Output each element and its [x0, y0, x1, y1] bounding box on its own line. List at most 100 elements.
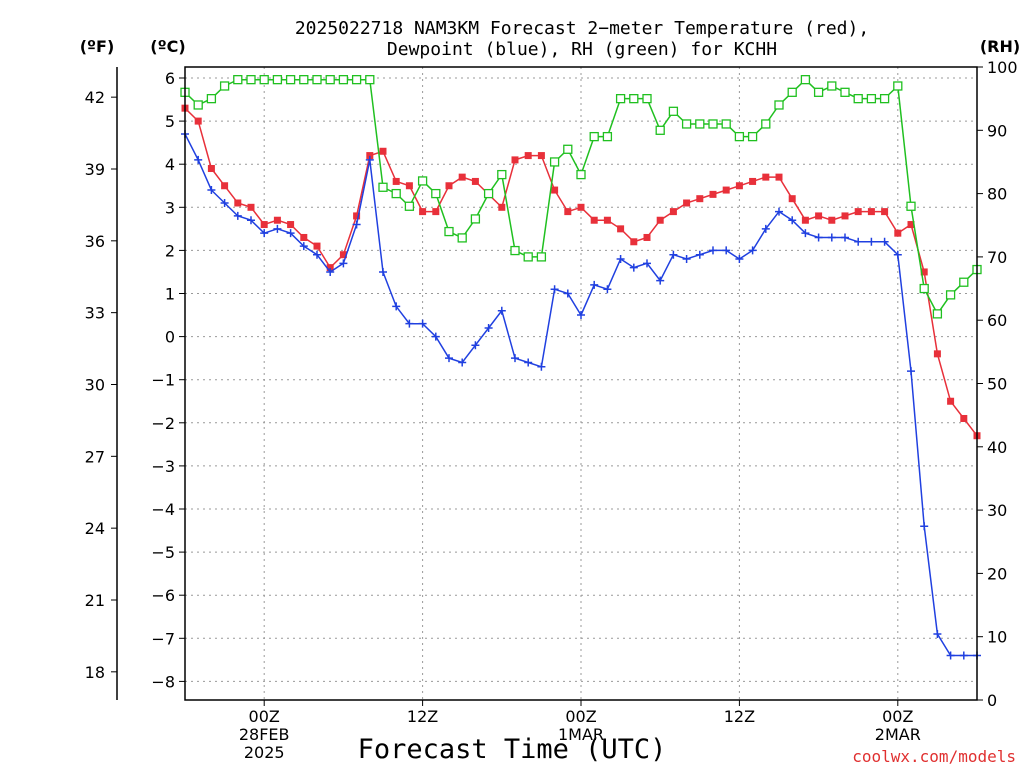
dewpoint-point — [207, 186, 216, 195]
celsius-tick-label: −8 — [151, 672, 175, 691]
temperature-point — [590, 216, 598, 224]
dewpoint-point — [669, 250, 678, 259]
dewpoint-point — [247, 216, 255, 225]
x-tick-label: 2025 — [244, 743, 285, 762]
x-axis-label: Forecast Time (UTC) — [358, 734, 667, 765]
dewpoint-point — [260, 229, 269, 238]
temperature-point — [788, 195, 796, 203]
rh-point — [563, 144, 573, 154]
rh-unit-label: (RH) — [980, 37, 1020, 56]
dewpoint-point — [471, 341, 480, 350]
dewpoint-point — [352, 220, 361, 229]
dewpoint-point — [748, 246, 757, 255]
rh-point — [206, 94, 217, 104]
rh-point — [893, 81, 903, 91]
rh-point — [536, 252, 547, 262]
temperature-point — [881, 208, 889, 216]
temperature-point — [828, 216, 836, 224]
rh-point — [365, 75, 375, 85]
dewpoint-point — [524, 358, 533, 367]
rh-tick-label: 10 — [987, 628, 1007, 647]
dewpoint-point — [550, 285, 559, 294]
temperature-point — [405, 182, 413, 190]
temperature-point — [762, 173, 770, 181]
dewpoint-point — [643, 259, 651, 268]
dewpoint-point — [445, 354, 453, 363]
dewpoint-point — [286, 229, 295, 238]
dewpoint-point — [629, 263, 638, 272]
rh-point — [629, 94, 639, 104]
dewpoint-point — [590, 280, 599, 289]
rh-point — [734, 131, 745, 142]
dewpoint-point — [735, 255, 744, 264]
dewpoint-point — [339, 259, 348, 268]
rh-point — [721, 119, 731, 129]
rh-point — [761, 119, 771, 129]
dewpoint-point — [313, 250, 321, 259]
dewpoint-point — [537, 362, 546, 371]
fahrenheit-tick-label: 30 — [85, 375, 105, 394]
temperature-point — [709, 190, 717, 198]
rh-point — [193, 100, 203, 110]
dewpoint-point — [299, 242, 308, 251]
chart-axes: 6543210−1−2−3−4−5−6−7−842393633302724211… — [85, 58, 1018, 762]
temperature-point — [498, 203, 506, 211]
credit-text: coolwx.com/models — [852, 747, 1016, 766]
rh-point — [642, 94, 652, 104]
dewpoint-point — [959, 651, 968, 660]
rh-point — [497, 169, 507, 180]
dewpoint-point — [788, 216, 797, 225]
rh-tick-label: 30 — [987, 501, 1007, 520]
dewpoint-point — [695, 250, 704, 259]
rh-point — [404, 201, 415, 211]
celsius-unit-label: (ºC) — [150, 37, 185, 56]
rh-point — [470, 214, 481, 224]
dewpoint-point — [194, 155, 203, 164]
temperature-point — [603, 216, 611, 224]
rh-point — [457, 233, 467, 243]
dewpoint-point — [616, 255, 625, 264]
celsius-tick-label: 5 — [165, 112, 175, 131]
rh-point — [246, 75, 256, 85]
temperature-point — [947, 397, 955, 405]
temperature-point — [221, 182, 229, 190]
rh-tick-label: 0 — [987, 691, 997, 710]
dewpoint-point — [801, 229, 810, 238]
temperature-point — [458, 173, 466, 181]
rh-point — [549, 157, 560, 167]
fahrenheit-tick-label: 36 — [85, 232, 105, 251]
temperature-point — [933, 350, 941, 358]
rh-point — [615, 94, 626, 104]
celsius-tick-label: 0 — [165, 328, 175, 347]
celsius-tick-label: −3 — [151, 457, 175, 476]
dewpoint-point — [365, 155, 374, 164]
rh-markers — [180, 75, 982, 319]
temperature-point — [392, 177, 400, 185]
fahrenheit-tick-label: 24 — [85, 519, 105, 538]
dewpoint-point — [220, 198, 229, 207]
dewpoint-point — [577, 311, 585, 320]
x-tick-label: 28FEB — [239, 725, 290, 744]
rh-point — [747, 131, 758, 142]
dewpoint-point — [709, 246, 717, 255]
celsius-tick-label: −7 — [151, 629, 175, 648]
temperature-point — [326, 264, 334, 272]
temperature-point — [577, 203, 585, 211]
dewpoint-point — [484, 323, 493, 332]
rh-tick-label: 20 — [987, 564, 1007, 583]
temperature-point — [273, 216, 281, 224]
rh-point — [299, 75, 309, 85]
dewpoint-point — [656, 276, 665, 285]
celsius-tick-label: −6 — [151, 586, 175, 605]
rh-tick-label: 70 — [987, 248, 1007, 267]
temperature-point — [366, 152, 374, 160]
rh-point — [259, 75, 269, 85]
temperature-point — [696, 195, 704, 203]
rh-point — [787, 87, 797, 97]
temperature-point — [867, 208, 875, 216]
temperature-point — [907, 221, 915, 229]
dewpoint-point — [854, 237, 863, 246]
fahrenheit-tick-label: 21 — [85, 591, 105, 610]
temperature-point — [749, 177, 757, 185]
celsius-tick-label: −4 — [151, 500, 175, 519]
